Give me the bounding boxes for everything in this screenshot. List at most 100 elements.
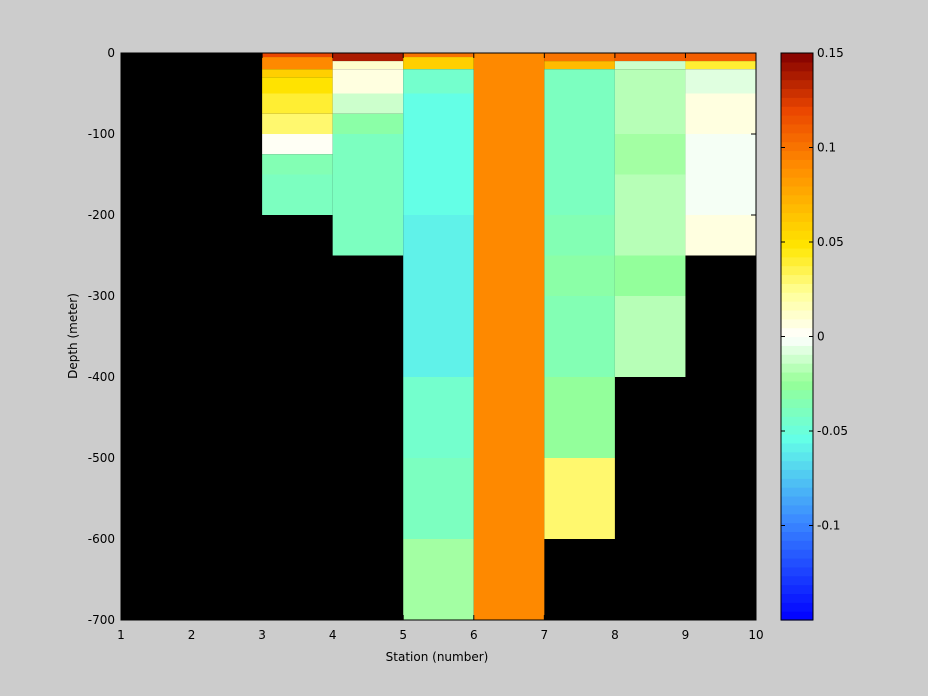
colorbar-level [781, 602, 813, 612]
colorbar-level [781, 177, 813, 187]
heatmap-cell [544, 296, 615, 377]
colorbar-level [781, 611, 813, 621]
heatmap-cell [262, 57, 333, 70]
heatmap-cell [262, 53, 333, 58]
heatmap-cell [262, 93, 333, 114]
colorbar-level [781, 371, 813, 382]
colorbar-level [781, 389, 813, 400]
x-tick-label: 1 [117, 628, 125, 642]
heatmap-cell [262, 134, 333, 155]
x-tick-label: 6 [470, 628, 478, 642]
colorbar-tick-label: -0.1 [817, 519, 840, 533]
heatmap-cell [403, 215, 474, 256]
heatmap-cell [614, 134, 686, 175]
colorbar-level [781, 185, 813, 196]
colorbar-level [781, 159, 813, 169]
heatmap-cell [262, 113, 333, 134]
colorbar-tick-label: 0.1 [817, 141, 836, 155]
heatmap-cell [332, 215, 404, 256]
heatmap-cell [614, 69, 686, 134]
colorbar-level [781, 150, 813, 160]
colorbar-level [781, 345, 813, 355]
heatmap-cell [403, 255, 474, 296]
colorbar-level [781, 531, 813, 541]
heatmap-cell [332, 134, 404, 175]
colorbar-level [781, 407, 813, 417]
x-tick-label: 7 [541, 628, 549, 642]
x-axis-ticks: 1 2 3 4 5 6 7 8 9 10 [117, 53, 764, 642]
heatmap-cell [403, 296, 474, 377]
heatmap-cell [332, 61, 404, 70]
colorbar-level [781, 256, 813, 267]
heatmap-cell [544, 377, 615, 458]
colorbar-level [781, 425, 813, 435]
colorbar-level [781, 522, 813, 533]
colorbar-level [781, 363, 813, 373]
colorbar-level [781, 309, 813, 320]
heatmap-cell [262, 174, 333, 215]
colorbar-level [781, 593, 813, 603]
colorbar-level [781, 301, 813, 311]
heatmap-cell [544, 255, 615, 296]
colorbar-level [781, 513, 813, 524]
colorbar-level [781, 557, 813, 568]
heatmap-cell [614, 174, 686, 256]
colorbar-level [781, 451, 813, 462]
colorbar-level [781, 123, 813, 134]
y-tick-label: 0 [107, 46, 115, 60]
colorbar-tick-label: -0.05 [817, 424, 848, 438]
heatmap-cell [544, 215, 615, 256]
heatmap-cell [685, 61, 756, 70]
colorbar-level [781, 53, 813, 63]
colorbar-level [781, 115, 813, 125]
colorbar-level [781, 132, 813, 143]
heatmap-cell [403, 53, 474, 58]
colorbar-level [781, 79, 813, 90]
x-tick-label: 5 [399, 628, 407, 642]
colorbar-level [781, 265, 813, 276]
x-tick-label: 3 [258, 628, 266, 642]
colorbar-level [781, 318, 813, 329]
y-tick-label: -300 [88, 289, 115, 303]
heatmap-cell [544, 134, 615, 215]
heatmap-cell [685, 215, 756, 256]
y-tick-label: -100 [88, 127, 115, 141]
colorbar-level [781, 141, 813, 152]
colorbar-level [781, 230, 813, 240]
y-axis-label: Depth (meter) [66, 293, 80, 379]
heatmap-cell [403, 174, 474, 215]
x-tick-label: 4 [329, 628, 337, 642]
heatmap-cell [544, 93, 615, 134]
heatmap-cell [403, 539, 474, 620]
heatmap-cell [332, 53, 404, 62]
colorbar-level [781, 398, 813, 408]
colorbar-level [781, 566, 813, 577]
colorbar-level [781, 442, 813, 453]
plot-area: 1 2 3 4 5 6 7 8 9 10 0 -100 -200 -300 -400 -500 -600 -70… [88, 46, 764, 642]
heatmap-cell [685, 134, 756, 215]
heatmap-cell [262, 154, 333, 175]
heatmap-cells [262, 53, 756, 620]
heatmap-cell [403, 93, 474, 134]
colorbar: 0.15 0.1 0.05 0 -0.05 -0.1 [780, 46, 848, 621]
colorbar-level [781, 469, 813, 479]
colorbar-level [781, 433, 813, 444]
colorbar-level [781, 540, 813, 550]
heatmap-cell [332, 69, 404, 94]
x-axis-label: Station (number) [386, 650, 489, 664]
heatmap-cell [614, 296, 686, 377]
x-tick-label: 9 [682, 628, 690, 642]
colorbar-level [781, 70, 813, 81]
heatmap-cell [544, 458, 615, 539]
x-tick-label: 8 [611, 628, 619, 642]
colorbar-level [781, 61, 813, 72]
colorbar-level [781, 106, 813, 116]
colorbar-level [781, 88, 813, 98]
colorbar-level [781, 416, 813, 426]
plot-frame [120, 52, 757, 621]
colorbar-level [781, 283, 813, 293]
heatmap-cell [544, 61, 615, 70]
heatmap-cell [332, 93, 404, 114]
colorbar-level [781, 487, 813, 497]
